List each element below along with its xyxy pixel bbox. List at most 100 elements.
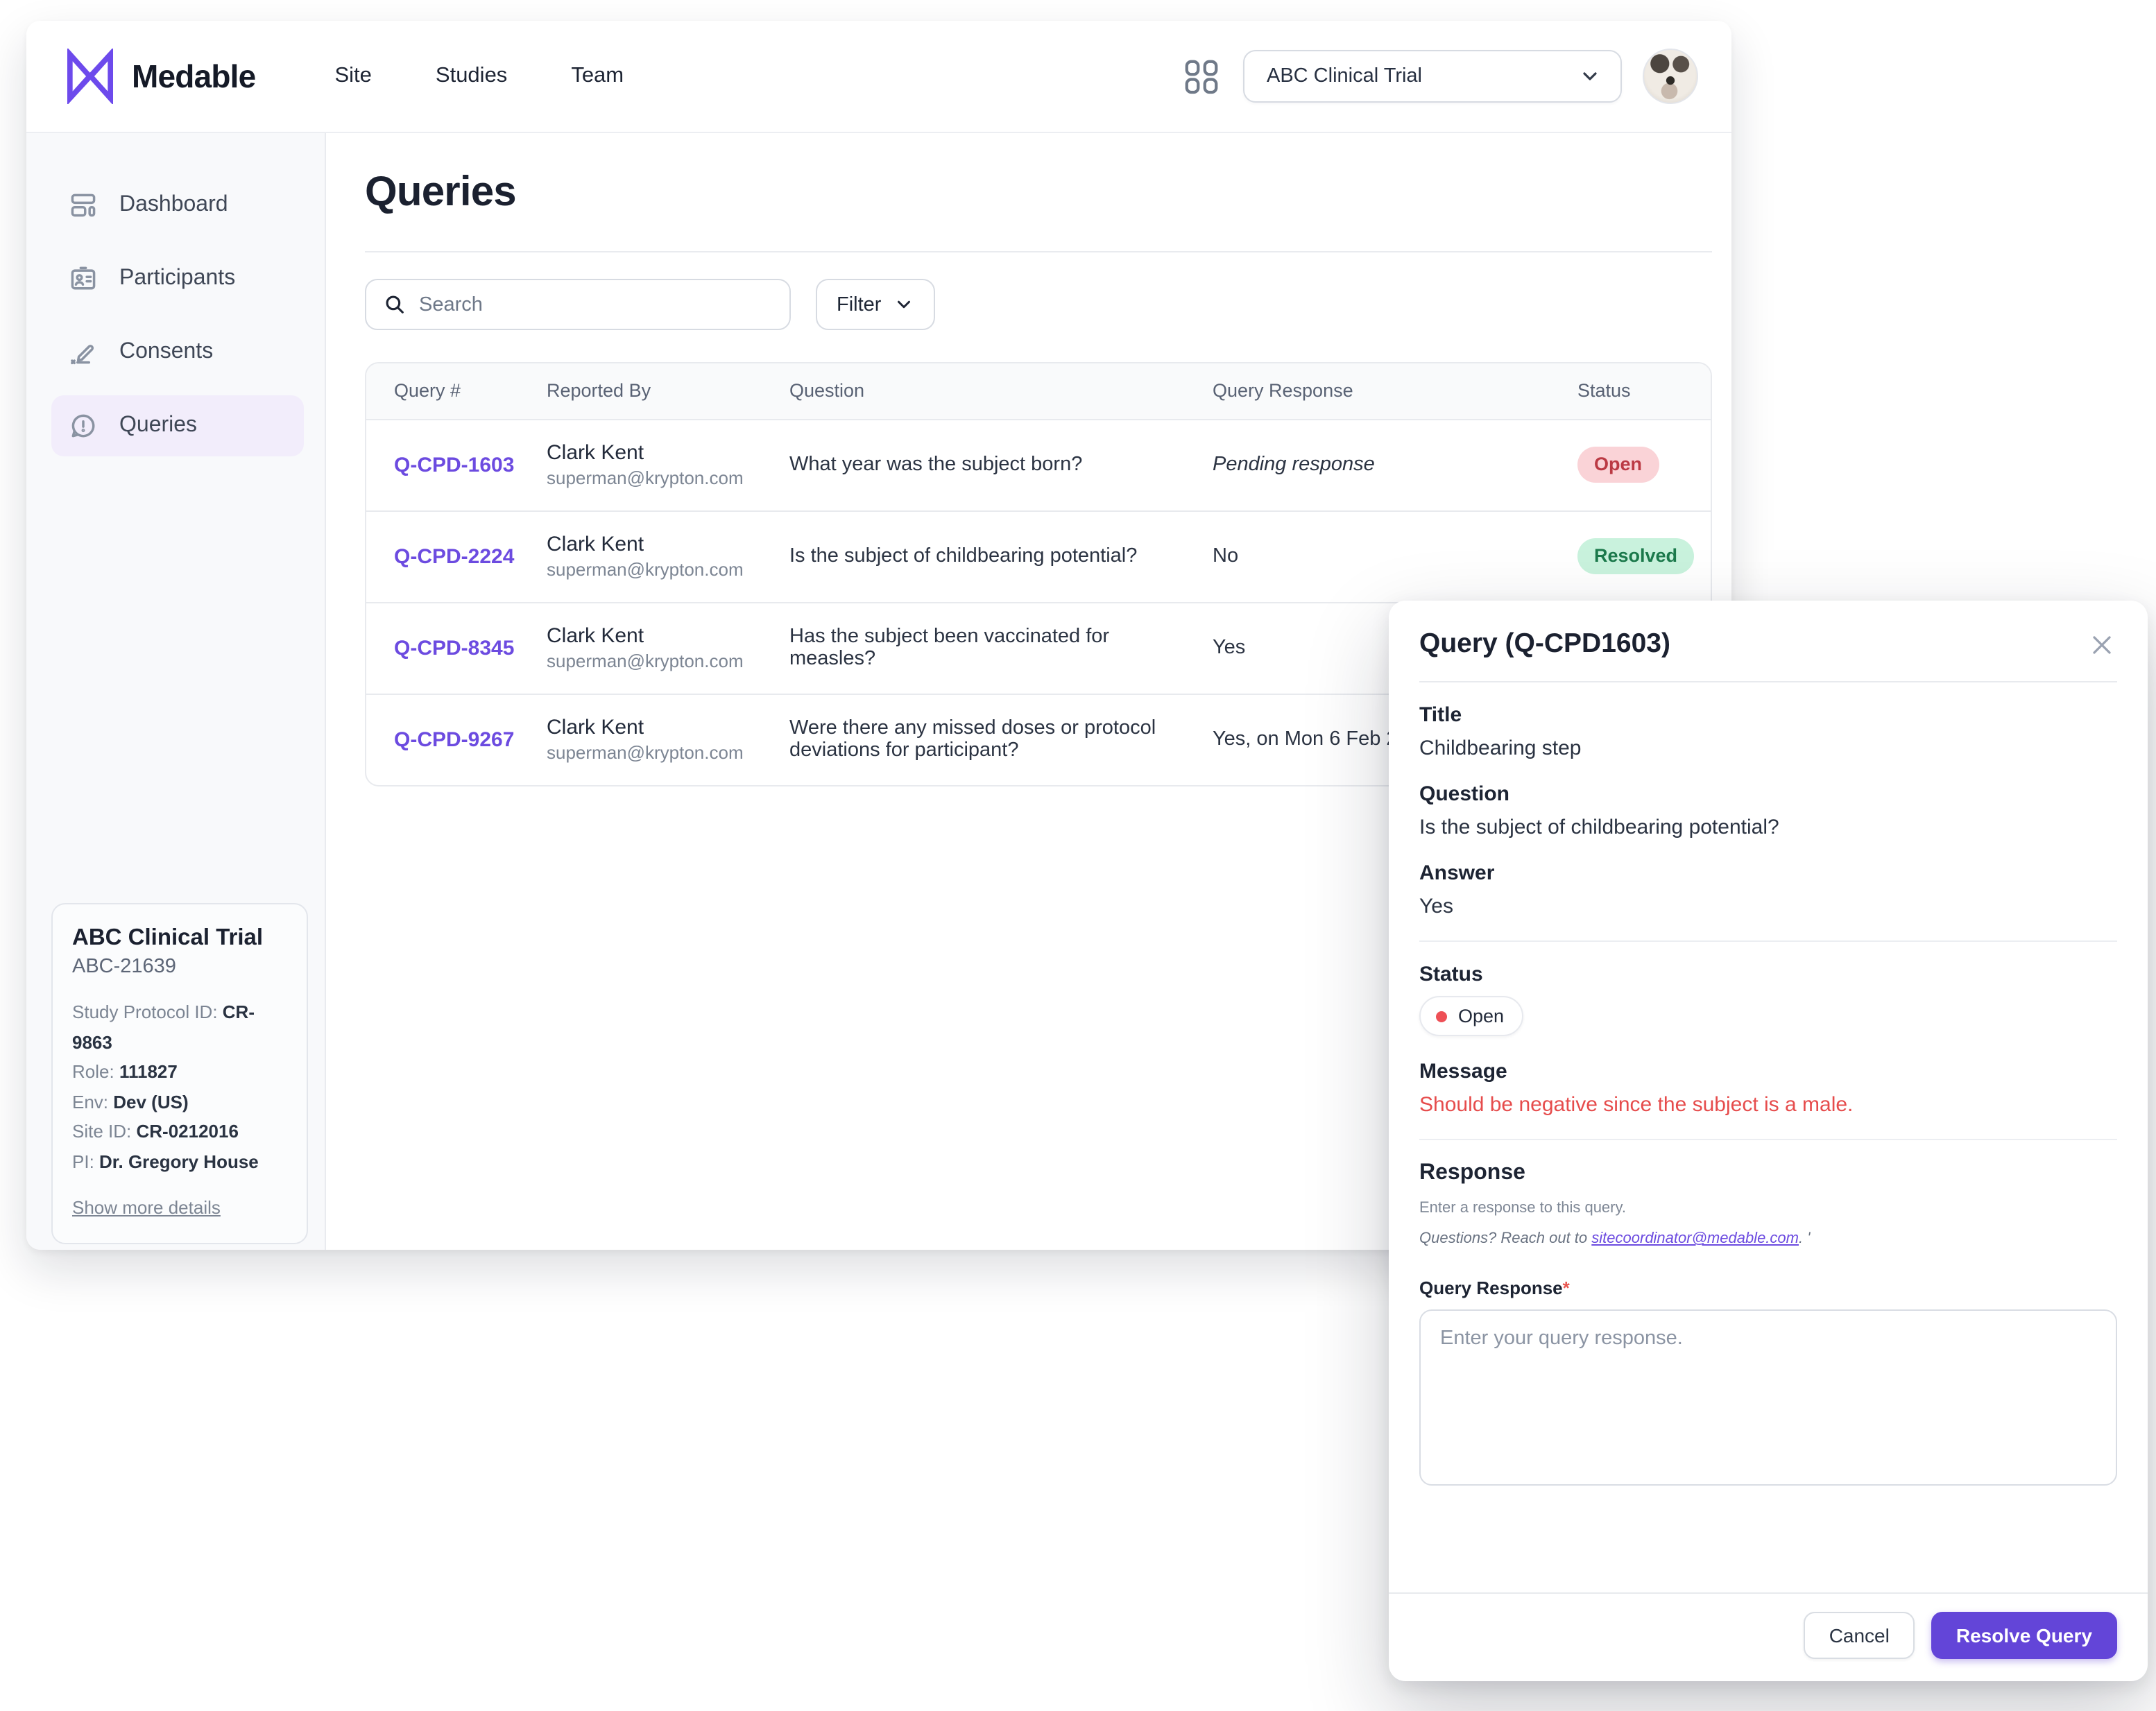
reporter-email: superman@krypton.com — [547, 650, 744, 671]
filter-button[interactable]: Filter — [816, 279, 936, 330]
nav-item-team[interactable]: Team — [571, 64, 624, 87]
query-link[interactable]: Q-CPD-9267 — [394, 728, 515, 752]
chevron-down-icon — [1579, 65, 1601, 87]
col-question: Question — [789, 363, 1213, 420]
sidebar-item-dashboard[interactable]: Dashboard — [51, 175, 304, 236]
study-field-pi: PI: Dr. Gregory House — [72, 1151, 259, 1171]
question-cell: Has the subject been vaccinated for meas… — [789, 602, 1213, 694]
dashboard-icon — [68, 190, 99, 221]
user-avatar[interactable] — [1643, 49, 1698, 104]
modal-answer-value: Yes — [1419, 895, 1453, 918]
study-field-protocol: Study Protocol ID: CR-9863 — [72, 1001, 255, 1052]
participants-icon — [68, 264, 99, 294]
resolve-query-button[interactable]: Resolve Query — [1931, 1612, 2117, 1659]
sidebar-item-label: Consents — [119, 340, 214, 363]
consents-signature-icon — [68, 337, 99, 368]
study-code: ABC-21639 — [72, 956, 176, 978]
modal-message-value: Should be negative since the subject is … — [1419, 1093, 1854, 1117]
queries-table: Query # Reported By Question Query Respo… — [365, 362, 1712, 786]
modal-question-value: Is the subject of childbearing potential… — [1419, 816, 1779, 839]
reporter-name: Clark Kent — [547, 532, 644, 556]
query-response-field-label: Query Response* — [1419, 1278, 1570, 1298]
site-coordinator-email-link[interactable]: sitecoordinator@medable.com — [1591, 1230, 1799, 1247]
status-pill: Open — [1419, 996, 1524, 1036]
sidebar-item-participants[interactable]: Participants — [51, 248, 304, 309]
workspace-selector-value: ABC Clinical Trial — [1267, 65, 1422, 87]
title-divider — [365, 251, 1712, 252]
query-link[interactable]: Q-CPD-1603 — [394, 453, 515, 476]
reporter-name: Clark Kent — [547, 624, 644, 647]
study-title: ABC Clinical Trial — [72, 925, 264, 950]
status-dot-icon — [1436, 1011, 1447, 1022]
top-nav: Site Studies Team — [334, 64, 624, 89]
study-info-card: ABC Clinical Trial ABC-21639 Study Proto… — [51, 903, 308, 1244]
chevron-down-icon — [893, 294, 914, 315]
app-window: Medable Site Studies Team ABC Clinica — [26, 21, 1731, 1250]
app-header: Medable Site Studies Team ABC Clinica — [26, 21, 1731, 133]
modal-header-divider — [1419, 681, 2117, 682]
brand-name: Medable — [132, 58, 256, 94]
question-cell: What year was the subject born? — [789, 419, 1213, 511]
modal-title: Query (Q-CPD1603) — [1419, 628, 1670, 659]
col-query-response: Query Response — [1213, 363, 1577, 420]
brand[interactable]: Medable — [62, 49, 256, 104]
status-pill-value: Open — [1458, 1006, 1505, 1026]
status-badge: Resolved — [1577, 538, 1695, 574]
nav-item-studies[interactable]: Studies — [435, 64, 508, 87]
study-field-site-id: Site ID: CR-0212016 — [72, 1121, 239, 1142]
table-controls: Filter — [365, 279, 1712, 330]
table-header-row: Query # Reported By Question Query Respo… — [366, 363, 1711, 420]
query-link[interactable]: Q-CPD-8345 — [394, 636, 515, 660]
status-badge: Open — [1577, 447, 1659, 483]
query-link[interactable]: Q-CPD-2224 — [394, 544, 515, 568]
response-hint: Enter a response to this query. — [1419, 1200, 1626, 1216]
close-icon[interactable] — [2087, 629, 2117, 660]
sidebar-item-queries[interactable]: Queries — [51, 395, 304, 456]
required-asterisk: * — [1562, 1278, 1570, 1298]
response-cell: No — [1213, 510, 1577, 603]
col-status: Status — [1577, 363, 1711, 420]
modal-body: Title Childbearing step Question Is the … — [1389, 682, 2148, 1592]
table-row: Q-CPD-2224 Clark Kent superman@krypton.c… — [366, 510, 1711, 603]
header-right: ABC Clinical Trial — [1181, 49, 1698, 104]
question-cell: Is the subject of childbearing potential… — [789, 510, 1213, 603]
cancel-button[interactable]: Cancel — [1804, 1612, 1915, 1659]
medable-logo-icon — [62, 49, 118, 104]
study-field-role: Role: 111827 — [72, 1061, 178, 1082]
reporter-name: Clark Kent — [547, 440, 644, 464]
reporter-name: Clark Kent — [547, 715, 644, 739]
reporter-email: superman@krypton.com — [547, 467, 744, 488]
response-cell: Yes, on Mon 6 Feb 202 — [1213, 728, 1420, 751]
search-input[interactable] — [419, 293, 773, 316]
study-field-env: Env: Dev (US) — [72, 1091, 189, 1112]
modal-title-label: Title — [1419, 703, 1462, 727]
response-heading: Response — [1419, 1161, 1525, 1185]
col-query-number: Query # — [366, 363, 547, 420]
table-row: Q-CPD-1603 Clark Kent superman@krypton.c… — [366, 419, 1711, 511]
sidebar-item-label: Queries — [119, 413, 198, 437]
page-title: Queries — [365, 169, 517, 215]
nav-item-site[interactable]: Site — [334, 64, 372, 87]
modal-title-value: Childbearing step — [1419, 737, 1582, 760]
apps-grid-icon[interactable] — [1181, 55, 1222, 97]
modal-header: Query (Q-CPD1603) — [1389, 601, 2148, 681]
sidebar-item-label: Participants — [119, 266, 236, 290]
workspace-selector[interactable]: ABC Clinical Trial — [1243, 50, 1622, 103]
table-row: Q-CPD-9267 Clark Kent superman@krypton.c… — [366, 694, 1711, 785]
col-reported-by: Reported By — [547, 363, 789, 420]
search-icon — [383, 293, 407, 316]
response-questions-line: Questions? Reach out to sitecoordinator@… — [1419, 1230, 1811, 1247]
reporter-email: superman@krypton.com — [547, 741, 744, 763]
modal-question-label: Question — [1419, 782, 1510, 806]
modal-section-divider — [1419, 940, 2117, 942]
sidebar-item-label: Dashboard — [119, 193, 228, 216]
reporter-email: superman@krypton.com — [547, 558, 744, 579]
search-box — [365, 279, 791, 330]
modal-footer: Cancel Resolve Query — [1389, 1592, 2148, 1681]
query-response-textarea[interactable] — [1419, 1309, 2117, 1486]
sidebar-item-consents[interactable]: Consents — [51, 322, 304, 383]
show-more-details-link[interactable]: Show more details — [72, 1197, 221, 1218]
queries-chat-icon — [68, 411, 99, 441]
question-cell: Were there any missed doses or protocol … — [789, 717, 1156, 762]
modal-status-label: Status — [1419, 963, 1483, 986]
